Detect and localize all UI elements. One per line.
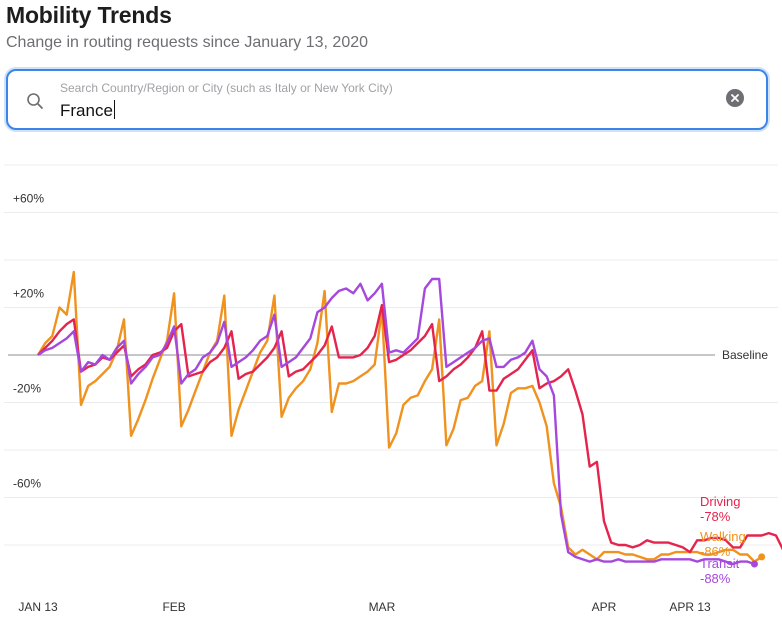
series-line-transit [37,277,755,566]
legend-label-driving: Driving [700,494,740,509]
page-subtitle: Change in routing requests since January… [6,34,369,51]
end-dot-walking [758,553,766,561]
legend-value-walking: -86% [700,544,731,559]
text-caret [113,100,115,119]
legend-label-transit: Transit [700,556,740,571]
search-input-value: France [60,101,113,120]
series-line-driving [37,303,782,554]
baseline-label: Baseline [722,348,768,362]
legend-value-transit: -88% [700,571,731,586]
clear-icon[interactable] [726,89,744,107]
search-input[interactable]: France [60,100,115,121]
x-tick-label: JAN 13 [18,600,58,614]
legend-label-walking: Walking [700,529,746,544]
y-tick-label: +20% [13,287,44,301]
page-title: Mobility Trends [6,2,172,28]
y-tick-label: -60% [13,477,41,491]
x-tick-label: APR [592,600,617,614]
y-tick-label: -20% [13,382,41,396]
legend-value-driving: -78% [700,509,731,524]
search-placeholder: Search Country/Region or City (such as I… [60,81,393,95]
x-tick-label: MAR [369,600,396,614]
series-line-walking [36,270,763,563]
x-tick-label: APR 13 [669,600,711,614]
mobility-chart: +60% +20% -20% -60% Baseline JAN 13 FEB MAR APR A… [4,164,782,614]
end-dot-transit [750,560,758,568]
search-box[interactable]: Search Country/Region or City (such as I… [6,69,768,130]
x-tick-label: FEB [162,600,185,614]
y-tick-label: +60% [13,192,44,206]
search-icon [26,92,44,115]
